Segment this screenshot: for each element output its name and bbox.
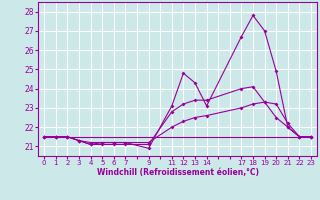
X-axis label: Windchill (Refroidissement éolien,°C): Windchill (Refroidissement éolien,°C) [97,168,259,177]
